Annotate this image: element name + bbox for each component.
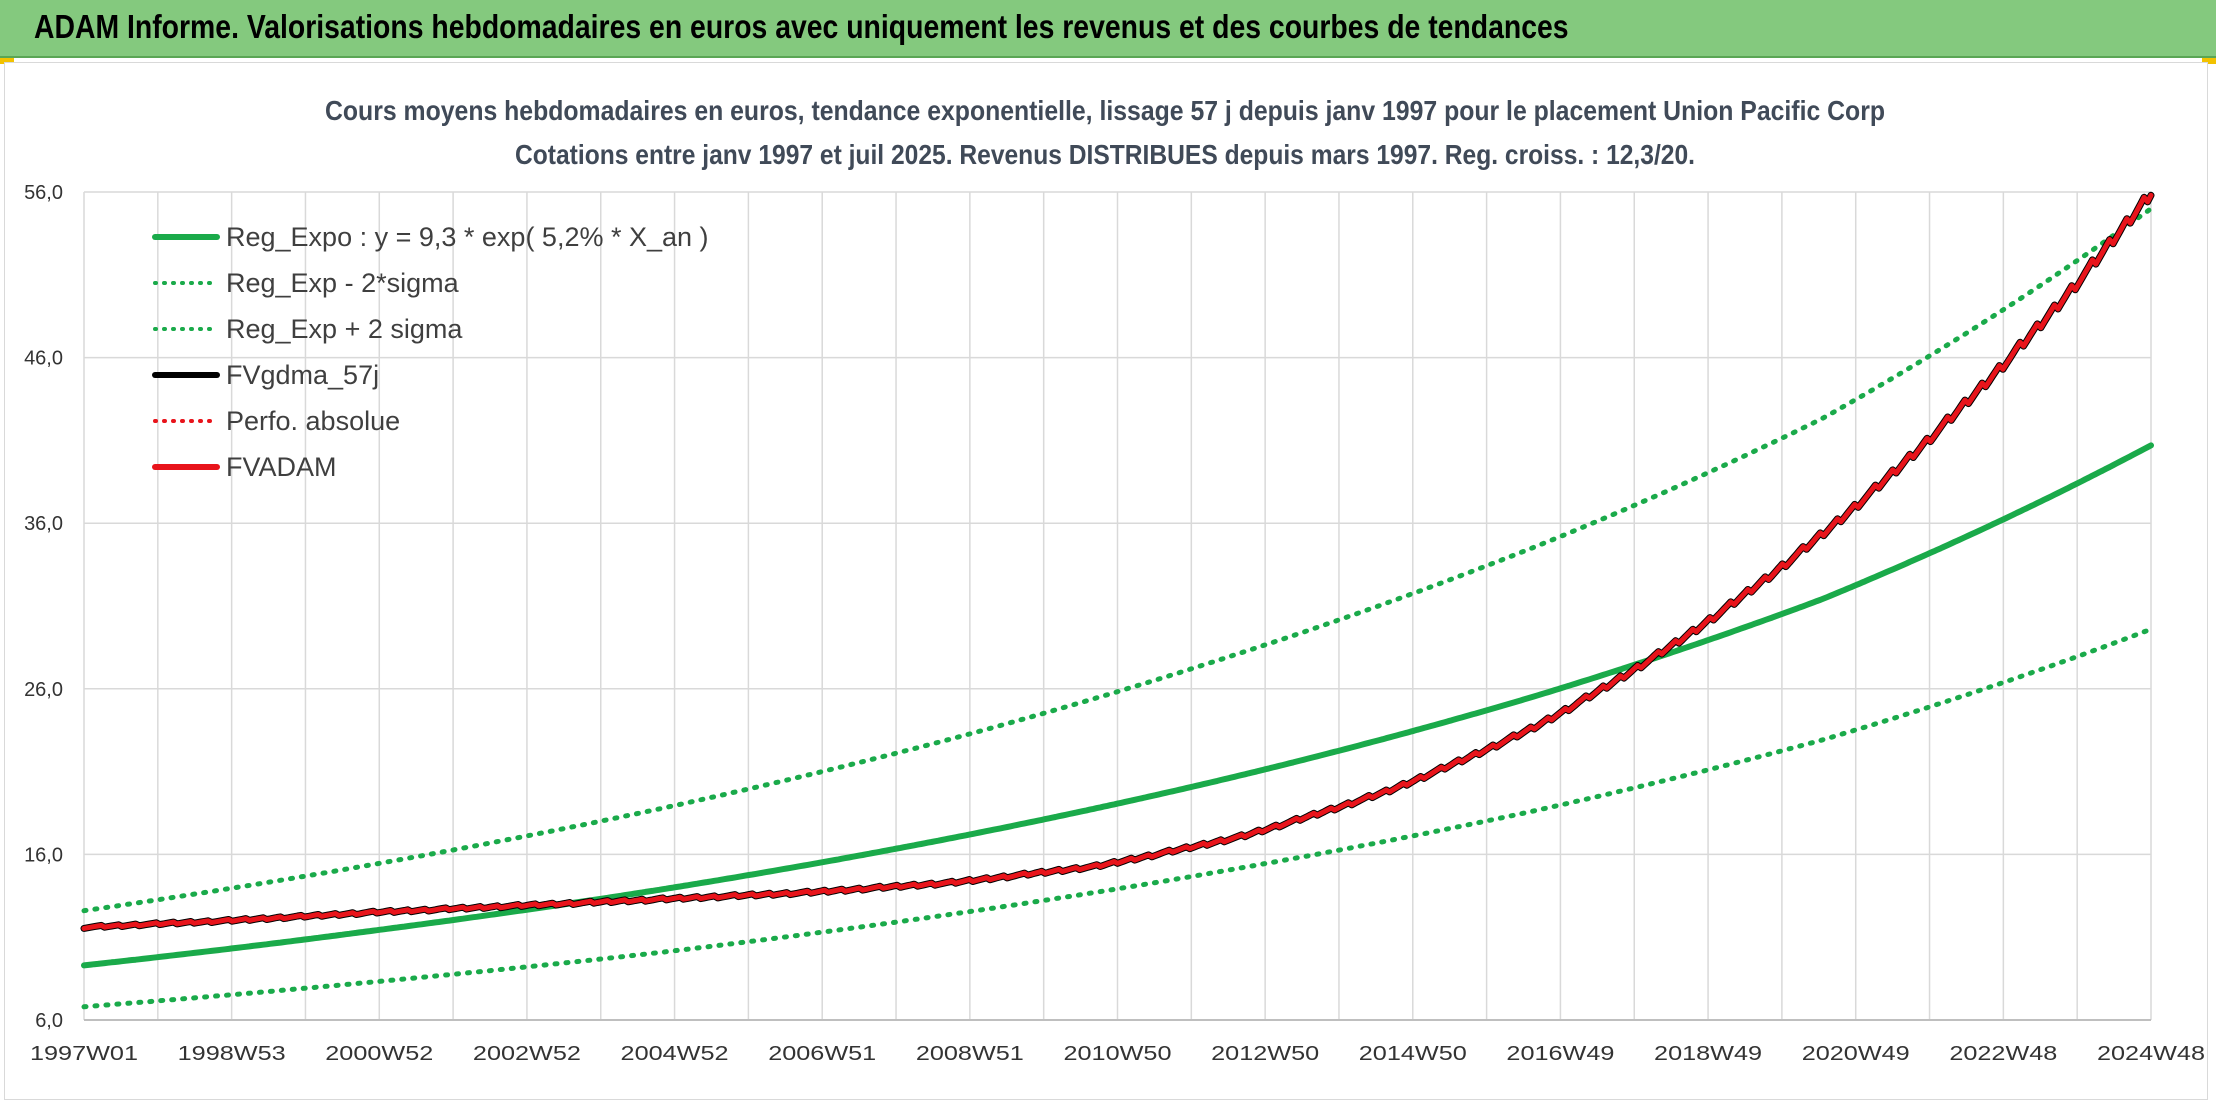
chart-subtitle: Cotations entre janv 1997 et juil 2025. … xyxy=(515,139,1695,170)
x-tick-label: 2000W52 xyxy=(325,1043,433,1065)
legend-item-perfo-absolue-label: Perfo. absolue xyxy=(226,406,400,436)
x-tick-label: 2020W49 xyxy=(1802,1043,1910,1065)
y-tick-label: 46,0 xyxy=(24,348,63,370)
legend: Reg_Expo : y = 9,3 * exp( 5,2% * X_an ) R… xyxy=(152,222,709,482)
x-tick-label: 2022W48 xyxy=(1949,1043,2057,1065)
x-tick-label: 2014W50 xyxy=(1359,1043,1467,1065)
legend-item-fvadam-label: FVADAM xyxy=(226,452,337,482)
x-tick-label: 2012W50 xyxy=(1211,1043,1319,1065)
y-tick-label: 26,0 xyxy=(24,679,63,701)
legend-item-fvgdma-label: FVgdma_57j xyxy=(226,360,379,390)
x-tick-label: 2002W52 xyxy=(473,1043,581,1065)
series-fvadam xyxy=(81,192,2154,931)
chart-titles: Cours moyens hebdomadaires en euros, ten… xyxy=(325,95,1885,170)
y-tick-label: 16,0 xyxy=(24,844,63,866)
report-header: ADAM Informe. Valorisations hebdomadaire… xyxy=(0,0,2216,58)
y-axis: 6,0 16,0 26,0 36,0 46,0 56,0 xyxy=(24,182,63,1032)
chart-area: Cours moyens hebdomadaires en euros, ten… xyxy=(4,62,2208,1100)
x-tick-label: 2008W51 xyxy=(916,1043,1024,1065)
y-tick-label: 56,0 xyxy=(24,182,63,204)
x-tick-label: 1997W01 xyxy=(30,1043,138,1065)
series-reg-exp-plus-2sigma xyxy=(81,206,2154,914)
legend-item-reg-exp-plus-label: Reg_Exp + 2 sigma xyxy=(226,314,463,344)
x-tick-label: 2010W50 xyxy=(1064,1043,1172,1065)
corner-marker-left xyxy=(0,58,14,64)
x-axis: 1997W01 1998W53 2000W52 2002W52 2004W52 2006W… xyxy=(30,1043,2205,1065)
x-tick-label: 2016W49 xyxy=(1506,1043,1614,1065)
chart-svg: Cours moyens hebdomadaires en euros, ten… xyxy=(24,95,2205,1065)
series-reg-expo xyxy=(81,442,2154,969)
x-tick-label: 2006W51 xyxy=(768,1043,876,1065)
x-tick-label: 2004W52 xyxy=(621,1043,729,1065)
x-tick-label: 1998W53 xyxy=(178,1043,286,1065)
x-tick-label: 2018W49 xyxy=(1654,1043,1762,1065)
corner-marker-right xyxy=(2202,58,2216,64)
chart-title: Cours moyens hebdomadaires en euros, ten… xyxy=(325,95,1885,126)
legend-item-reg-expo-label: Reg_Expo : y = 9,3 * exp( 5,2% * X_an ) xyxy=(226,222,709,252)
x-tick-label: 2024W48 xyxy=(2097,1043,2205,1065)
y-tick-label: 6,0 xyxy=(35,1010,63,1032)
plot-series xyxy=(80,191,2155,1010)
legend-item-reg-exp-minus-label: Reg_Exp - 2*sigma xyxy=(226,268,460,298)
y-tick-label: 36,0 xyxy=(24,513,63,535)
report-title: ADAM Informe. Valorisations hebdomadaire… xyxy=(34,8,1569,45)
